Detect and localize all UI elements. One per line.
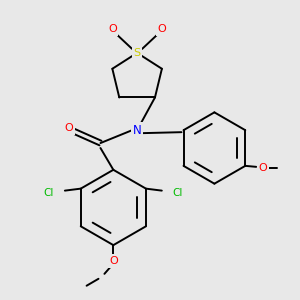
Text: Cl: Cl [44, 188, 54, 198]
Text: O: O [108, 24, 117, 34]
Text: N: N [133, 124, 142, 137]
Text: O: O [109, 256, 118, 266]
Text: O: O [64, 123, 73, 133]
Text: O: O [158, 24, 166, 34]
Text: Cl: Cl [172, 188, 183, 198]
Text: S: S [134, 48, 141, 58]
Text: O: O [259, 163, 268, 173]
